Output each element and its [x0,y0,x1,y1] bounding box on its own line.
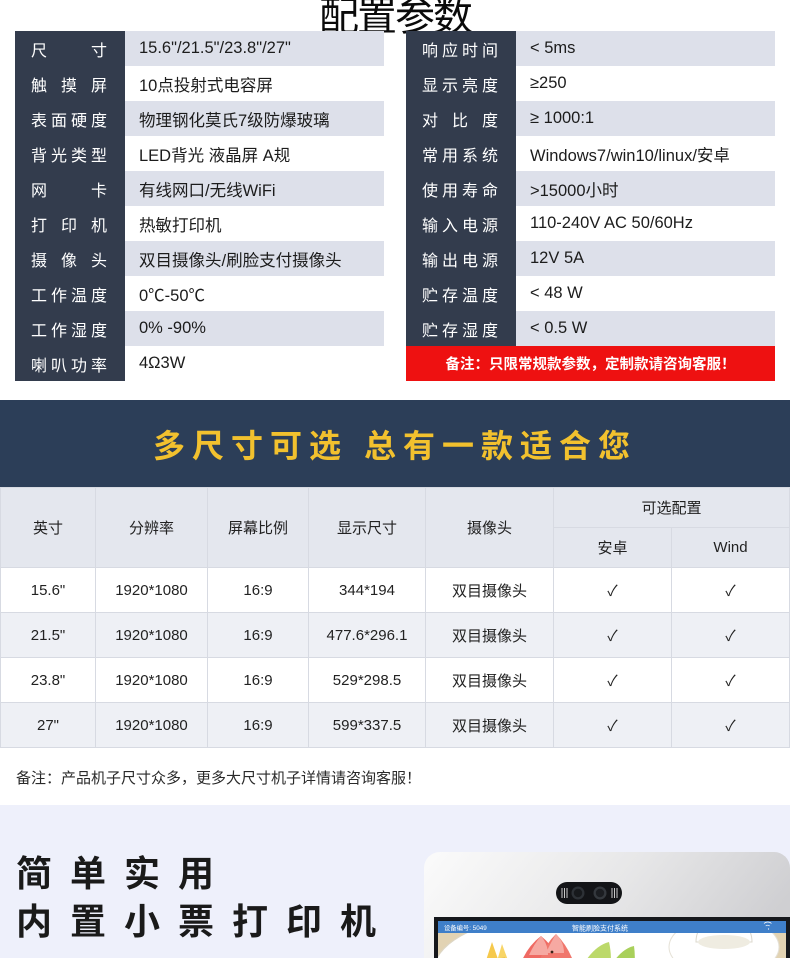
svg-text:智能刷脸支付系统: 智能刷脸支付系统 [572,924,628,933]
svg-text:设备编号: 5049: 设备编号: 5049 [444,923,487,932]
